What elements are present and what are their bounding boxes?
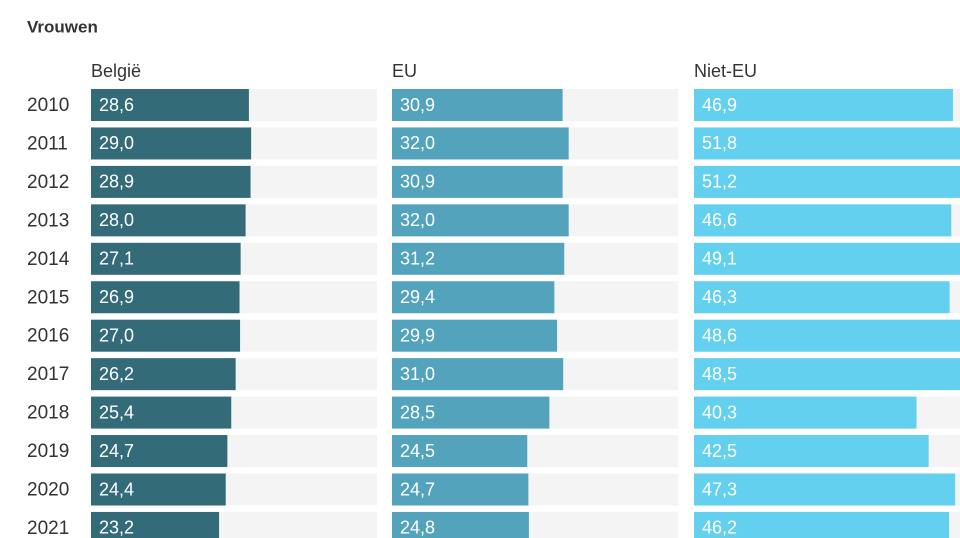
value-label: 26,9 — [99, 287, 134, 307]
y-tick-label: 2011 — [27, 133, 68, 154]
value-label: 42,5 — [702, 441, 737, 461]
value-label: 48,6 — [702, 325, 737, 345]
value-label: 46,2 — [702, 518, 737, 538]
bar — [392, 396, 550, 429]
value-label: 46,6 — [702, 210, 737, 230]
value-label: 46,9 — [702, 95, 737, 115]
y-tick-label: 2015 — [27, 287, 69, 308]
bar — [694, 319, 960, 352]
bar — [694, 358, 960, 391]
panel-label: Niet-EU — [694, 61, 757, 81]
y-tick-label: 2018 — [27, 403, 69, 424]
bar — [91, 358, 236, 391]
bar — [392, 511, 529, 538]
bar — [392, 319, 558, 352]
value-label: 27,0 — [99, 325, 134, 345]
value-label: 27,1 — [99, 249, 134, 269]
bar — [91, 435, 228, 468]
bar — [91, 319, 241, 352]
value-label: 48,5 — [702, 364, 737, 384]
value-label: 29,0 — [99, 133, 134, 153]
value-label: 29,4 — [400, 287, 435, 307]
value-label: 30,9 — [400, 172, 435, 192]
bar — [392, 165, 563, 198]
value-label: 28,0 — [99, 210, 134, 230]
value-label: 24,7 — [99, 441, 134, 461]
bar — [392, 127, 569, 160]
bar — [91, 165, 251, 198]
bar — [694, 127, 960, 160]
value-label: 28,9 — [99, 172, 134, 192]
bar — [91, 127, 252, 160]
value-label: 49,1 — [702, 249, 737, 269]
value-label: 32,0 — [400, 133, 435, 153]
bar — [392, 242, 565, 275]
bar — [91, 511, 220, 538]
value-label: 26,2 — [99, 364, 134, 384]
value-label: 24,8 — [400, 518, 435, 538]
value-label: 24,4 — [99, 479, 134, 499]
value-label: 28,5 — [400, 402, 435, 422]
bar — [694, 242, 960, 275]
bar — [392, 473, 529, 506]
value-label: 23,2 — [99, 518, 134, 538]
value-label: 32,0 — [400, 210, 435, 230]
value-label: 28,6 — [99, 95, 134, 115]
bar — [91, 204, 246, 237]
bar — [392, 89, 563, 121]
bar — [91, 89, 249, 121]
value-label: 31,0 — [400, 364, 435, 384]
bar — [392, 435, 528, 468]
value-label: 24,5 — [400, 441, 435, 461]
panel-label: EU — [392, 61, 417, 81]
bar — [694, 165, 960, 198]
bar — [694, 511, 950, 538]
y-tick-label: 2016 — [27, 326, 69, 347]
value-label: 25,4 — [99, 402, 134, 422]
bar — [392, 204, 569, 237]
bar — [392, 281, 555, 314]
bar — [91, 473, 226, 506]
y-tick-label: 2014 — [27, 249, 70, 270]
value-label: 51,2 — [702, 172, 737, 192]
bar — [694, 204, 952, 237]
value-label: 47,3 — [702, 479, 737, 499]
bar — [694, 89, 953, 121]
bar — [91, 281, 240, 314]
bar — [392, 358, 564, 391]
value-label: 51,8 — [702, 133, 737, 153]
chart-title: Vrouwen — [27, 17, 98, 36]
value-label: 24,7 — [400, 479, 435, 499]
y-tick-label: 2019 — [27, 441, 69, 462]
value-label: 46,3 — [702, 287, 737, 307]
y-tick-label: 2017 — [27, 364, 69, 385]
bar — [694, 396, 917, 429]
value-label: 30,9 — [400, 95, 435, 115]
bar — [694, 473, 956, 506]
bar — [91, 242, 241, 275]
value-label: 40,3 — [702, 402, 737, 422]
y-tick-label: 2010 — [27, 95, 69, 116]
bar — [694, 281, 950, 314]
value-label: 29,9 — [400, 325, 435, 345]
panel-label: België — [91, 61, 141, 81]
bar — [694, 435, 929, 468]
value-label: 31,2 — [400, 249, 435, 269]
y-tick-label: 2013 — [27, 210, 69, 231]
y-tick-label: 2021 — [27, 518, 69, 538]
y-tick-label: 2020 — [27, 480, 69, 501]
y-tick-label: 2012 — [27, 172, 69, 193]
bar — [91, 396, 232, 429]
